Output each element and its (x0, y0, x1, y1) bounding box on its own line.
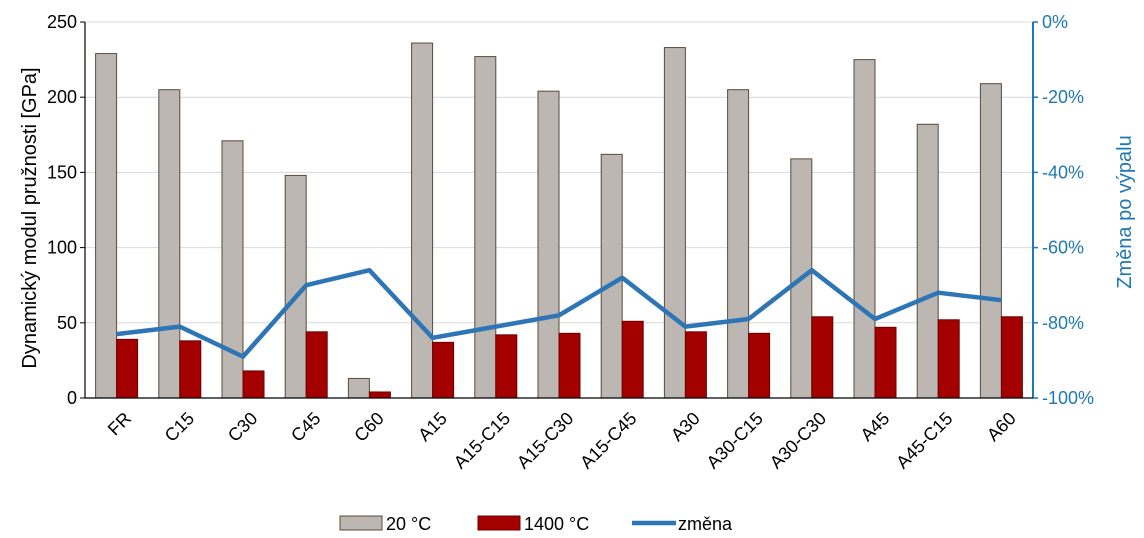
y-axis-title: Dynamický modul pružnosti [GPa] (19, 67, 41, 368)
x-tick-label: A45-C15 (892, 408, 956, 472)
x-tick-label: C60 (350, 408, 387, 445)
y-right-tick-label: -100% (1042, 388, 1094, 408)
x-tick-label: A15-C15 (450, 408, 514, 472)
y-right-tick-label: -80% (1042, 313, 1084, 333)
bar-1400c (1000, 316, 1023, 399)
bar-20c (95, 53, 118, 399)
bar-1400c (242, 370, 265, 399)
bar-20c (663, 47, 686, 399)
x-tick-label: A30-C30 (766, 408, 830, 472)
bar-1400c (748, 332, 771, 399)
x-tick-label: C15 (161, 408, 198, 445)
legend-label-1400c: 1400 °C (524, 514, 589, 534)
y-right-tick-label: -60% (1042, 238, 1084, 258)
bar-20c (221, 140, 244, 399)
bar-1400c (811, 316, 834, 399)
bar-20c (853, 59, 876, 399)
left-tick-labels: 0 50 100 150 200 250 (47, 12, 77, 408)
bar-20c (474, 56, 497, 399)
legend-label-20c: 20 °C (386, 514, 431, 534)
x-tick-label: A15-C45 (576, 408, 640, 472)
bar-1400c (937, 319, 960, 399)
bar-20c (411, 42, 434, 399)
bar-20c (600, 153, 623, 399)
bar-1400c (684, 331, 707, 399)
bar-1400c (305, 331, 328, 399)
legend-swatch-20c (339, 515, 383, 531)
y-right-tick-label: 0% (1042, 12, 1068, 32)
bar-20c (727, 89, 750, 399)
x-tick-label: FR (104, 408, 135, 439)
bar-1400c (179, 340, 202, 399)
x-tick-label: A30-C15 (703, 408, 767, 472)
x-tick-label: A30 (667, 408, 704, 445)
bar-20c (916, 123, 939, 399)
y-tick-label: 150 (47, 162, 77, 182)
y-tick-label: 100 (47, 238, 77, 258)
y-right-tick-label: -40% (1042, 162, 1084, 182)
bar-1400c (558, 332, 581, 399)
legend-swatch-1400c (477, 515, 521, 531)
bar-1400c (621, 320, 644, 399)
bar-1400c (368, 391, 391, 399)
bar-20c (158, 89, 181, 399)
bar-20c (537, 90, 560, 399)
bars (95, 42, 1023, 399)
right-tick-labels: -100% -80% -60% -40% -20% 0% (1042, 12, 1094, 408)
y-tick-label: 200 (47, 87, 77, 107)
axes (80, 21, 1038, 399)
line-series (116, 267, 1002, 359)
y-axis-right-title: Změna po výpalu (1114, 135, 1136, 288)
x-tick-label: C30 (224, 408, 261, 445)
legend: 20 °C 1400 °C změna (339, 514, 733, 534)
x-tick-label: C45 (287, 408, 324, 445)
bar-1400c (495, 334, 518, 399)
legend-label-zmena: změna (678, 514, 733, 534)
bar-20c (979, 83, 1002, 399)
x-tick-label: A15 (414, 408, 451, 445)
y-right-tick-label: -20% (1042, 87, 1084, 107)
y-tick-label: 0 (67, 388, 77, 408)
bar-1400c (874, 326, 897, 399)
x-tick-label: A45 (857, 408, 894, 445)
y-tick-label: 250 (47, 12, 77, 32)
bar-20c (347, 377, 370, 399)
x-tick-label: A60 (983, 408, 1020, 445)
x-tick-label: A15-C30 (513, 408, 577, 472)
bar-1400c (432, 341, 455, 399)
bar-1400c (116, 338, 139, 399)
y-tick-label: 50 (57, 313, 77, 333)
